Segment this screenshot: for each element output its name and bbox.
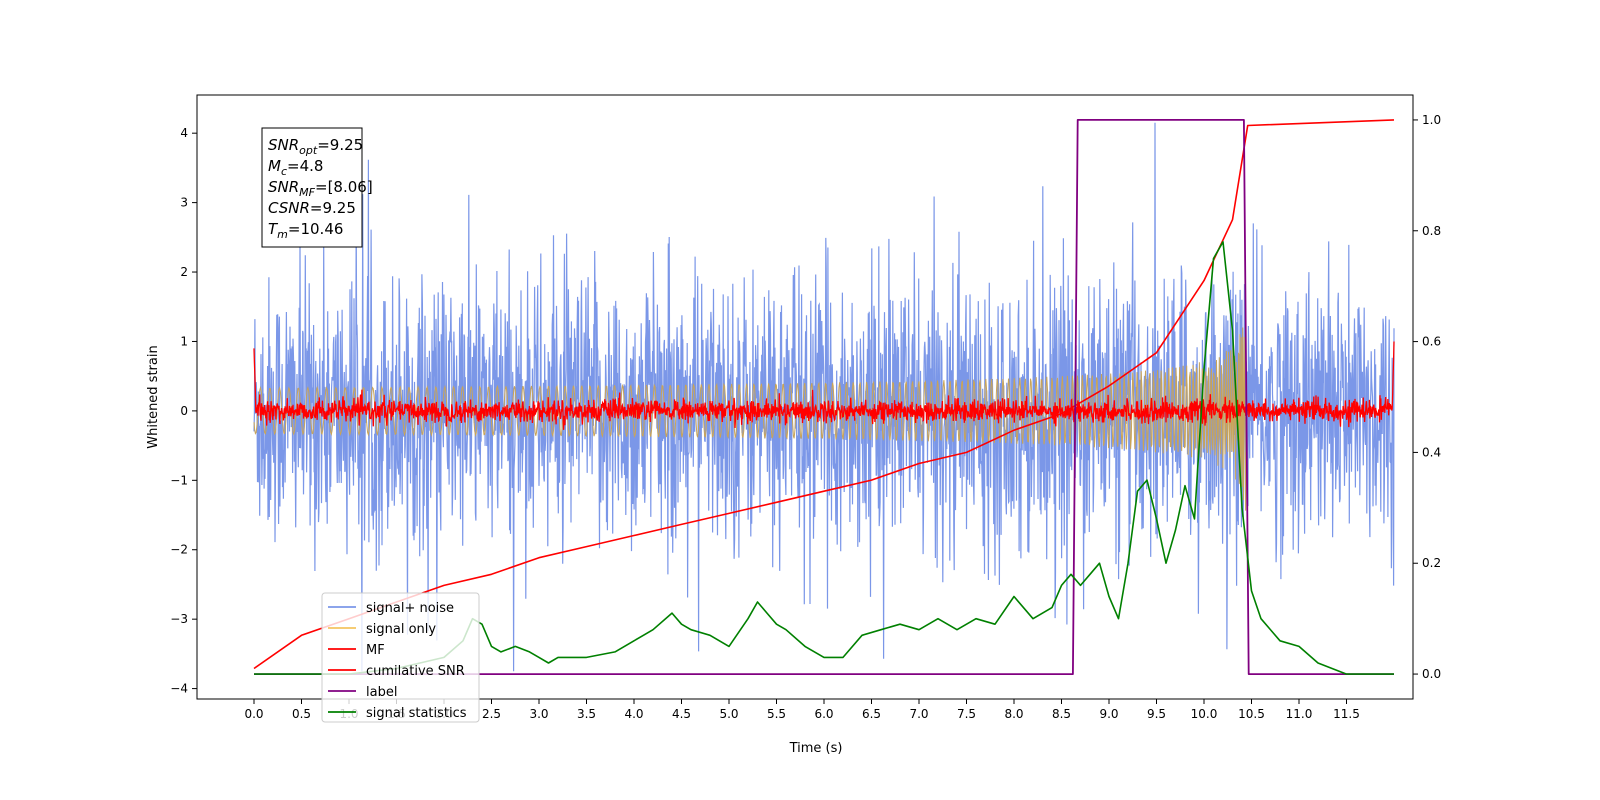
series-label xyxy=(254,119,1394,675)
annotation-subscript: c xyxy=(281,165,287,178)
x-tick-label: 11.0 xyxy=(1286,707,1313,721)
stats-annotation-box: SNRopt=9.25Mc=4.8SNRMF=[8.06]CSNR=9.25Tm… xyxy=(261,127,373,248)
legend-frame xyxy=(321,592,480,723)
series-signal-only xyxy=(253,327,1248,511)
annotation-symbol: CSNR xyxy=(268,199,310,217)
y-tick-label: 3 xyxy=(180,196,188,210)
y-tick-label: −3 xyxy=(170,612,188,626)
y-tick-label: 4 xyxy=(180,126,188,140)
series-cumulative-snr xyxy=(253,119,1395,670)
x-tick-label: 8.5 xyxy=(1052,707,1071,721)
annotation-frame xyxy=(261,127,363,248)
annotation-symbol: SNR xyxy=(268,178,299,196)
y2-tick-label: 0.0 xyxy=(1422,667,1441,681)
x-tick-label: 3.5 xyxy=(577,707,596,721)
series-signal-noise xyxy=(253,122,1395,672)
series-layer xyxy=(253,119,1395,675)
annotation-line: SNRopt=9.25 xyxy=(268,136,363,157)
x-tick-label: 10.0 xyxy=(1191,707,1218,721)
annotation-value: =9.25 xyxy=(317,136,363,154)
x-tick-label: 6.5 xyxy=(862,707,881,721)
series-mf xyxy=(253,341,1395,430)
annotation-subscript: MF xyxy=(299,186,315,199)
x-tick-label: 0.0 xyxy=(244,707,263,721)
x-tick-label: 8.0 xyxy=(1004,707,1023,721)
y2-tick-label: 0.8 xyxy=(1422,224,1441,238)
annotation-subscript: m xyxy=(277,228,288,241)
y-axis-right: 1.0 0.8 0.6 0.4 0.2 0.0 xyxy=(1413,113,1441,681)
y2-tick-label: 0.4 xyxy=(1422,445,1441,459)
annotation-line: CSNR=9.25 xyxy=(268,199,356,217)
y-tick-label: −4 xyxy=(170,682,188,696)
x-tick-label: 9.5 xyxy=(1147,707,1166,721)
y-axis-label: Whitened strain xyxy=(146,345,161,448)
x-tick-label: 10.5 xyxy=(1238,707,1265,721)
y2-tick-label: 1.0 xyxy=(1422,113,1441,127)
annotation-line: SNRMF=[8.06] xyxy=(268,178,373,199)
y-tick-label: 1 xyxy=(180,334,188,348)
annotation-symbol: SNR xyxy=(268,136,299,154)
y-tick-label: −2 xyxy=(170,543,188,557)
annotation-value: =10.46 xyxy=(288,220,344,238)
annotation-line: Tm=10.46 xyxy=(268,220,343,241)
y2-tick-label: 0.6 xyxy=(1422,335,1441,349)
annotation-value: =[8.06] xyxy=(315,178,373,196)
x-tick-label: 3.0 xyxy=(529,707,548,721)
x-tick-label: 5.0 xyxy=(719,707,738,721)
legend-label: cumilative SNR xyxy=(366,664,465,679)
x-tick-label: 11.5 xyxy=(1333,707,1360,721)
annotation-value: =4.8 xyxy=(287,157,323,175)
legend-label: signal statistics xyxy=(366,706,467,721)
plot-frame xyxy=(196,94,1414,700)
x-tick-label: 2.5 xyxy=(482,707,501,721)
y-axis-left: 4 3 2 1 0 −1 −2 −3 −4 xyxy=(170,126,197,696)
x-tick-label: 4.0 xyxy=(624,707,643,721)
legend-label: label xyxy=(366,685,397,700)
legend-label: signal+ noise xyxy=(366,601,454,616)
annotation-symbol: T xyxy=(268,220,279,238)
x-tick-label: 4.5 xyxy=(672,707,691,721)
y2-tick-label: 0.2 xyxy=(1422,556,1441,570)
legend: signal+ noise signal only MF cumilative SNR… xyxy=(321,592,480,723)
x-tick-label: 9.0 xyxy=(1099,707,1118,721)
annotation-symbol: M xyxy=(268,157,281,175)
x-tick-label: 5.5 xyxy=(767,707,786,721)
x-tick-label: 6.0 xyxy=(814,707,833,721)
x-tick-label: 0.5 xyxy=(292,707,311,721)
y-tick-label: 2 xyxy=(180,265,188,279)
annotation-line: Mc=4.8 xyxy=(268,157,323,178)
legend-label: signal only xyxy=(366,622,436,637)
annotation-value: =9.25 xyxy=(310,199,356,217)
legend-label: MF xyxy=(366,643,385,658)
series-signal-statistics xyxy=(254,241,1394,675)
y-tick-label: 0 xyxy=(180,404,188,418)
y-tick-label: −1 xyxy=(170,473,188,487)
x-tick-label: 7.0 xyxy=(909,707,928,721)
x-tick-label: 7.5 xyxy=(957,707,976,721)
x-axis-label: Time (s) xyxy=(789,741,843,756)
annotation-subscript: opt xyxy=(299,144,318,157)
